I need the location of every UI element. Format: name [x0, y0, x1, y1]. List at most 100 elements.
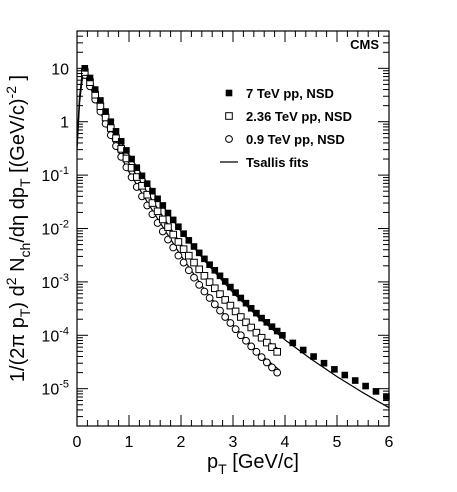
data-point-open-circle [273, 368, 282, 377]
data-point-open-square [195, 265, 203, 274]
y-tick-label: 10-3 [41, 272, 69, 292]
x-axis-title: pT [GeV/c] [207, 451, 299, 477]
data-point-filled-square [341, 371, 349, 379]
data-point-open-square [185, 251, 193, 260]
data-point-filled-square [232, 289, 239, 296]
legend-label: 2.36 TeV pp, NSD [246, 109, 352, 124]
data-point-filled-square [263, 319, 271, 326]
data-point-filled-square [164, 209, 172, 217]
data-point-open-square [221, 296, 229, 304]
data-point-open-circle [179, 258, 188, 267]
data-point-filled-square [279, 331, 286, 339]
legend: 7 TeV pp, NSD 2.36 TeV pp, NSD 0.9 TeV pp,… [220, 86, 352, 170]
data-point-open-square [159, 215, 167, 224]
data-point-filled-square [216, 272, 224, 280]
data-point-open-square [273, 348, 281, 356]
data-point-open-square [268, 343, 276, 351]
data-point-open-square [211, 284, 219, 293]
data-point-open-circle [221, 313, 230, 321]
data-point-filled-square [97, 97, 104, 104]
data-point-filled-square [310, 353, 317, 360]
data-point-filled-square [331, 366, 338, 373]
data-point-filled-square [123, 147, 130, 154]
x-tick-label: 1 [125, 434, 134, 451]
data-point-filled-square [180, 230, 187, 237]
data-point-filled-square [211, 266, 219, 274]
data-point-filled-square [289, 339, 297, 347]
data-point-open-circle [247, 342, 256, 351]
data-point-filled-square [227, 283, 234, 291]
data-point-open-circle [190, 273, 198, 282]
data-point-open-square [153, 207, 162, 216]
data-point-filled-square [253, 309, 260, 317]
data-point-open-circle [195, 280, 204, 289]
data-point-open-square [231, 307, 240, 316]
data-point-open-square [179, 245, 188, 253]
data-point-filled-square [201, 255, 208, 263]
data-point-open-square [205, 278, 214, 286]
data-point-filled-square [273, 327, 281, 335]
data-point-filled-square [247, 305, 255, 312]
cms-label: CMS [350, 37, 379, 52]
data-point-filled-square [107, 118, 115, 126]
y-tick-label: 10-1 [41, 165, 69, 185]
data-point-open-circle [262, 358, 271, 367]
legend-label: Tsallis fits [246, 155, 309, 170]
x-tick-label: 5 [333, 434, 342, 451]
data-point-filled-square [154, 195, 161, 203]
data-point-open-square [174, 238, 183, 246]
legend-marker-open-square [225, 112, 233, 120]
data-point-open-square [226, 301, 235, 310]
data-point-open-circle [216, 306, 224, 315]
legend-marker-open-circle [225, 135, 233, 143]
x-tick-label: 2 [177, 434, 186, 451]
data-point-open-square [169, 230, 177, 239]
data-point-open-square [200, 272, 209, 280]
data-point-filled-square [268, 323, 276, 330]
data-point-filled-square [86, 74, 94, 82]
data-point-open-square [252, 328, 261, 337]
data-point-filled-square [143, 180, 151, 188]
data-point-open-circle [252, 347, 261, 356]
data-point-open-square [237, 313, 245, 321]
data-point-filled-square [320, 359, 328, 367]
data-point-open-circle [174, 251, 183, 260]
data-point-filled-square [237, 294, 245, 302]
legend-label: 0.9 TeV pp, NSD [246, 132, 345, 147]
data-point-filled-square [258, 314, 265, 322]
legend-label: 7 TeV pp, NSD [246, 86, 334, 101]
data-point-filled-square [242, 299, 250, 307]
data-point-open-circle [236, 331, 245, 340]
data-point-filled-square [128, 155, 135, 163]
data-point-open-circle [231, 325, 240, 334]
y-axis-title: 1/(2π pT) d2 Nch/dη dpT [(GeV/c)-2 ] [3, 75, 33, 382]
data-point-filled-square [133, 164, 141, 171]
x-tick-labels: 0 1 2 3 4 5 6 [73, 434, 394, 451]
data-point-filled-square [175, 223, 182, 231]
axis-ticks [76, 30, 390, 427]
y-tick-labels: 10 1 10-1 10-2 10-3 10-4 10-5 [41, 61, 69, 398]
data-point-open-square [190, 258, 198, 267]
data-point-open-circle [226, 319, 235, 327]
y-tick-label: 10-5 [41, 379, 69, 399]
y-tick-label: 10-4 [41, 325, 69, 345]
data-point-filled-square [206, 261, 213, 268]
legend-marker-filled-square [225, 89, 233, 97]
data-point-open-circle [200, 287, 209, 296]
data-point-open-square [164, 223, 172, 231]
x-tick-label: 0 [73, 434, 82, 451]
data-point-filled-square [372, 388, 380, 395]
data-point-filled-square [190, 243, 198, 250]
data-point-open-circle [184, 266, 193, 275]
data-point-open-circle [169, 243, 178, 252]
data-point-filled-square [351, 377, 359, 384]
data-point-filled-square [117, 137, 125, 145]
data-point-open-square [148, 199, 157, 207]
data-point-open-square [263, 338, 271, 347]
data-point-filled-square [91, 86, 99, 93]
x-tick-label: 6 [385, 434, 394, 451]
data-point-filled-square [102, 108, 109, 115]
data-point-filled-square [185, 237, 193, 244]
